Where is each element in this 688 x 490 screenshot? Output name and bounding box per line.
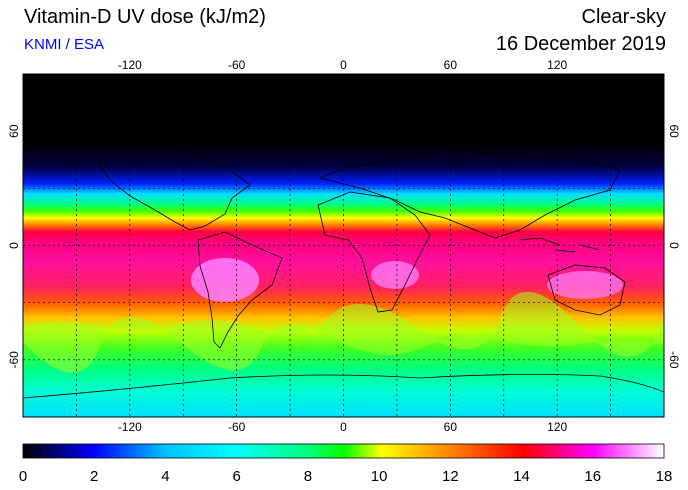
africa-coast: [317, 191, 431, 313]
longitude-tick-label: -120: [118, 420, 142, 434]
colorbar-labels: 0 2 4 6 8 10 12 14 16 18: [19, 468, 673, 485]
eurasia-coast: [318, 149, 621, 239]
longitude-ticks-bottom: -120 -60 0 60 120: [118, 420, 568, 434]
longitude-tick-label: -60: [228, 58, 246, 72]
sky-condition-label: Clear-sky: [581, 6, 666, 28]
latitude-tick-label: 60: [7, 124, 21, 138]
colorbar-label: 16: [584, 468, 601, 485]
latitude-tick-label: -60: [7, 351, 21, 369]
longitude-tick-label: 120: [547, 420, 567, 434]
longitude-tick-label: -60: [228, 420, 246, 434]
longitude-tick-label: 60: [444, 58, 458, 72]
coastlines: [23, 139, 664, 399]
colorbar-label: 2: [90, 468, 98, 485]
longitude-tick-label: 60: [444, 420, 458, 434]
colorbar-label: 0: [19, 468, 27, 485]
latitude-tick-label: 60: [667, 124, 681, 138]
colorbar-label: 18: [656, 468, 673, 485]
longitude-tick-label: -120: [118, 58, 142, 72]
latitude-tick-label: 0: [667, 242, 681, 249]
source-label: KNMI / ESA: [24, 36, 105, 53]
colorbar: [22, 443, 665, 459]
colorbar-label: 8: [304, 468, 312, 485]
south-america-coast: [197, 231, 283, 349]
longitude-tick-label: 0: [340, 420, 347, 434]
southern-transition-band: [23, 291, 664, 374]
colorbar-label: 10: [371, 468, 388, 485]
gridlines: [23, 74, 664, 417]
colorbar-label: 4: [161, 468, 169, 485]
colorbar-label: 6: [232, 468, 240, 485]
map-frame: [22, 73, 665, 418]
south-america-high-dose: [191, 258, 259, 302]
colorbar-label: 14: [513, 468, 530, 485]
antarctica-coast: [23, 374, 664, 399]
map-title: Vitamin-D UV dose (kJ/m2): [24, 6, 266, 28]
latitude-tick-label: 0: [7, 242, 21, 249]
latitude-ticks-left: 60 0 -60: [7, 124, 21, 368]
longitude-tick-label: 0: [340, 58, 347, 72]
longitude-ticks-top: -120 -60 0 60 120: [118, 58, 568, 72]
longitude-tick-label: 120: [547, 58, 567, 72]
latitude-tick-label: -60: [667, 351, 681, 369]
southern-africa-high-dose: [371, 261, 419, 289]
colorbar-label: 12: [442, 468, 459, 485]
north-america-coast: [99, 139, 251, 231]
date-label: 16 December 2019: [495, 33, 666, 55]
australia-high-dose: [547, 271, 623, 299]
latitude-ticks-right: 60 0 -60: [667, 124, 681, 368]
australia-coast: [547, 264, 626, 316]
